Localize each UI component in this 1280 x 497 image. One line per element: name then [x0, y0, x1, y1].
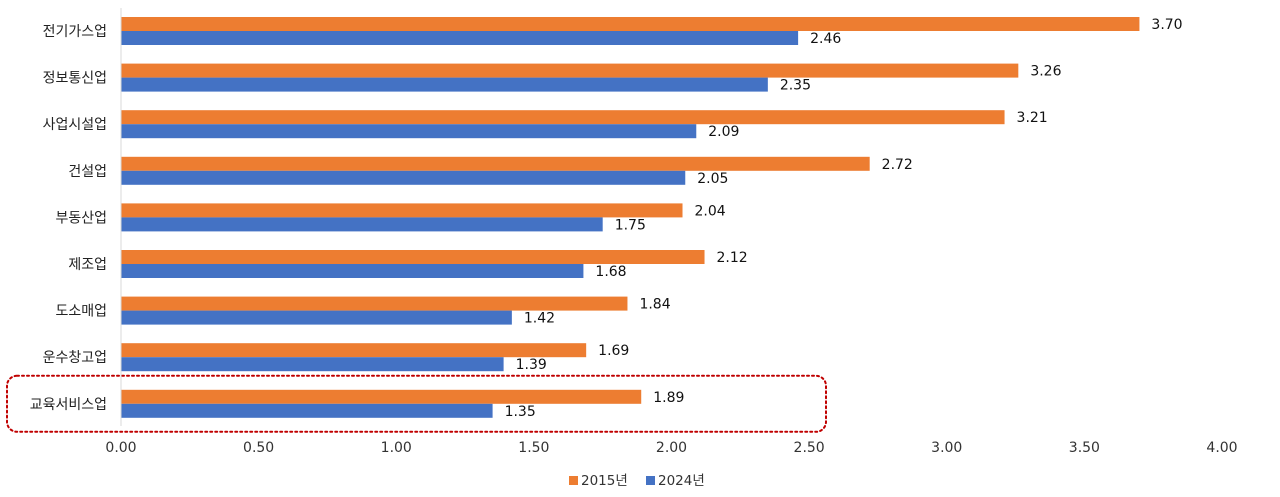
- bar-series2: [121, 31, 799, 45]
- category-label: 도소매업: [55, 304, 107, 320]
- bar-series1: [121, 203, 683, 218]
- legend-swatch: [646, 476, 655, 485]
- data-label: 1.75: [615, 217, 646, 233]
- data-label: 2.46: [810, 31, 841, 47]
- category-label: 제조업: [68, 257, 107, 273]
- bar-series1: [121, 63, 1019, 78]
- x-tick-label: 0.00: [105, 440, 136, 456]
- x-tick-label: 2.50: [794, 440, 825, 456]
- bar-series2: [121, 77, 768, 92]
- x-tick-label: 1.00: [381, 440, 412, 456]
- x-tick-label: 0.50: [243, 440, 274, 456]
- bar-series2: [121, 310, 512, 325]
- data-label: 1.84: [639, 297, 670, 313]
- data-label: 3.70: [1151, 17, 1182, 33]
- category-label: 부동산업: [55, 210, 107, 226]
- x-tick-label: 4.00: [1206, 440, 1237, 456]
- bar-series1: [121, 250, 705, 264]
- category-label: 사업시설업: [43, 117, 107, 133]
- data-label: 2.09: [708, 124, 739, 140]
- data-label: 2.12: [717, 250, 748, 266]
- bar-series1: [121, 17, 1140, 31]
- data-label: 1.69: [598, 343, 629, 359]
- data-label: 1.35: [505, 404, 536, 420]
- category-label: 운수창고업: [43, 350, 107, 366]
- legend-swatch: [569, 476, 578, 485]
- x-tick-label: 3.00: [931, 440, 962, 456]
- data-label: 1.89: [653, 390, 684, 406]
- data-label: 1.39: [516, 357, 547, 373]
- bar-series2: [121, 357, 504, 372]
- bar-series2: [121, 403, 493, 418]
- legend-label: 2015년: [581, 473, 628, 489]
- data-label: 2.04: [695, 203, 726, 219]
- bar-series2: [121, 217, 603, 232]
- data-label: 2.05: [697, 171, 728, 187]
- bar-series1: [121, 110, 1005, 125]
- data-label: 1.68: [595, 264, 626, 280]
- bar-series1: [121, 343, 587, 358]
- bar-series1: [121, 389, 642, 404]
- x-tick-label: 1.50: [518, 440, 549, 456]
- bar-series1: [121, 296, 628, 311]
- highlight-box: [6, 374, 827, 433]
- x-tick-label: 3.50: [1069, 440, 1100, 456]
- data-label: 2.35: [780, 78, 811, 94]
- legend-label: 2024년: [658, 473, 705, 489]
- x-tick-label: 2.00: [656, 440, 687, 456]
- data-label: 1.42: [524, 311, 555, 327]
- category-label: 교육서비스업: [30, 397, 107, 413]
- data-label: 2.72: [882, 157, 913, 173]
- bar-series1: [121, 156, 870, 171]
- bar-series2: [121, 124, 697, 139]
- category-label: 건설업: [68, 164, 107, 180]
- bar-series2: [121, 264, 584, 278]
- category-label: 정보통신업: [43, 71, 107, 87]
- data-label: 3.26: [1030, 64, 1061, 80]
- bar-series2: [121, 170, 686, 185]
- data-label: 3.21: [1017, 110, 1048, 126]
- category-label: 전기가스업: [43, 24, 107, 40]
